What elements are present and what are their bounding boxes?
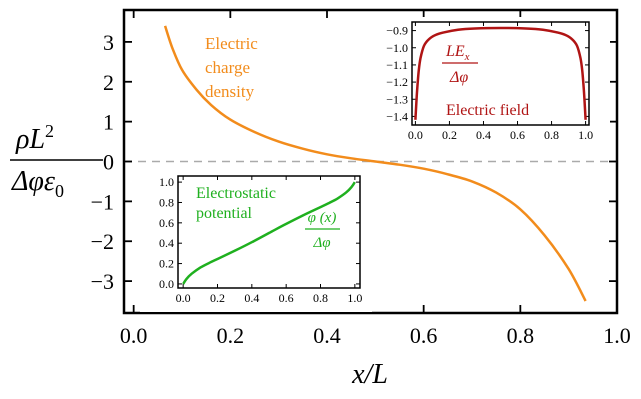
electrostatic-potential-curve — [182, 181, 356, 285]
inset-electric-field-y-tick-labels: −0.9 −1.0 −1.1 −1.2 −1.3 −1.4 — [386, 24, 408, 124]
charge-density-curve — [163, 25, 587, 302]
e-y-tick-label: −1.4 — [386, 109, 408, 123]
e-y-tick-label: −1.0 — [386, 41, 408, 55]
main-ticks — [124, 10, 618, 313]
main-y-tick-label: 2 — [103, 70, 114, 95]
p-x-tick-label: 0.6 — [279, 291, 294, 305]
y-label-numerator: ρL2 — [15, 121, 54, 155]
e-x-tick-label: 0.6 — [510, 128, 525, 142]
e-y-tick-label: −0.9 — [386, 24, 408, 38]
p-x-tick-label: 0.4 — [244, 291, 259, 305]
e-y-tick-label: −1.2 — [386, 75, 408, 89]
main-y-tick-label: −1 — [91, 189, 114, 214]
inset-potential-y-tick-labels: 1.0 0.8 0.6 0.4 0.2 0.0 — [159, 175, 174, 291]
inset-potential-ticks — [178, 176, 360, 288]
inset-potential-frame — [177, 175, 361, 289]
potential-fraction: φ (x) Δφ — [305, 210, 340, 251]
inset-potential-x-tick-labels: 0.0 0.2 0.4 0.6 0.8 1.0 — [176, 291, 363, 305]
main-x-tick-labels: 0.0 0.2 0.4 0.6 0.8 1.0 — [120, 323, 631, 348]
p-x-tick-label: 0.2 — [210, 291, 225, 305]
potential-fraction-denominator: Δφ — [312, 235, 330, 251]
e-x-tick-label: 0.8 — [544, 128, 559, 142]
charge-density-label-line3: density — [205, 82, 255, 101]
main-y-tick-label: 1 — [103, 110, 114, 135]
main-y-tick-label: −3 — [91, 269, 114, 294]
main-x-tick-label: 0.0 — [120, 323, 148, 348]
inset-electrostatic-potential: 0.0 0.2 0.4 0.6 0.8 1.0 1.0 0.8 0.6 0.4 0.2 0.0 El… — [140, 170, 372, 312]
charge-density-label-line1: Electric — [205, 34, 258, 53]
charge-density-label-line2: charge — [205, 58, 250, 77]
electric-field-fraction-denominator: Δφ — [449, 69, 468, 86]
e-y-tick-label: −1.3 — [386, 92, 408, 106]
inset-electric-field: 0.0 0.2 0.4 0.6 0.8 1.0 −0.9−1.0−1.1−1.2−1.3−… — [370, 17, 610, 147]
e-x-tick-label: 0.0 — [408, 128, 423, 142]
main-x-axis-label: x/L — [351, 359, 388, 390]
p-y-tick-label: 1.0 — [159, 175, 174, 189]
p-x-tick-label: 1.0 — [347, 291, 362, 305]
electric-field-curve — [414, 26, 587, 120]
e-x-tick-label: 0.4 — [476, 128, 491, 142]
main-y-tick-label: −2 — [91, 229, 114, 254]
electric-field-fraction-numerator: LEx — [445, 43, 470, 63]
e-x-tick-label: 1.0 — [578, 128, 593, 142]
main-x-tick-label: 0.6 — [410, 323, 438, 348]
p-y-tick-label: 0.0 — [159, 277, 174, 291]
main-y-axis-label: ρL2 Δφε0 — [10, 121, 103, 201]
electric-field-fraction: LEx Δφ — [442, 43, 478, 86]
inset-electric-field-frame — [411, 21, 590, 126]
p-x-tick-label: 0.0 — [176, 291, 191, 305]
p-y-tick-label: 0.4 — [159, 236, 174, 250]
main-y-tick-label: 3 — [103, 30, 114, 55]
main-x-tick-label: 0.8 — [507, 323, 535, 348]
p-x-tick-label: 0.8 — [313, 291, 328, 305]
potential-fraction-numerator: φ (x) — [308, 210, 337, 226]
e-x-tick-label: 0.2 — [442, 128, 457, 142]
main-plot: 0.0 0.2 0.4 0.6 0.8 1.0 3 2 1 0 −1 −2 −3 Electric c… — [10, 8, 631, 390]
e-y-tick-label: −1.1 — [386, 58, 408, 72]
main-x-tick-label: 1.0 — [603, 323, 631, 348]
main-y-tick-label: 0 — [103, 150, 114, 175]
main-y-tick-labels: 3 2 1 0 −1 −2 −3 — [91, 30, 114, 294]
inset-electric-field-x-tick-labels: 0.0 0.2 0.4 0.6 0.8 1.0 — [408, 128, 593, 142]
y-label-denominator: Δφε0 — [11, 166, 64, 201]
potential-label-line2: potential — [196, 205, 253, 222]
main-x-tick-label: 0.2 — [217, 323, 245, 348]
main-x-tick-label: 0.4 — [313, 323, 341, 348]
p-y-tick-label: 0.2 — [159, 257, 174, 271]
p-y-tick-label: 0.6 — [159, 216, 174, 230]
electric-field-label: Electric field — [446, 102, 529, 119]
potential-label-line1: Electrostatic — [196, 185, 276, 202]
p-y-tick-label: 0.8 — [159, 195, 174, 209]
